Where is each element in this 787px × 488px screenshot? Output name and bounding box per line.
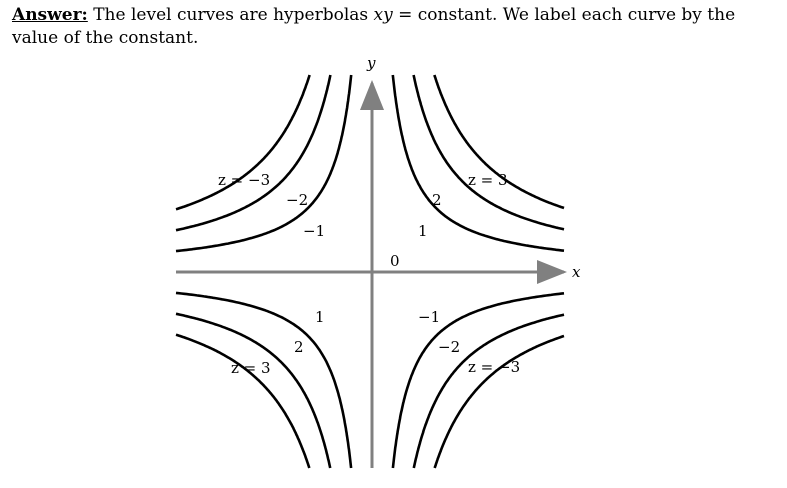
answer-paragraph: Answer: The level curves are hyperbolas … bbox=[12, 4, 777, 50]
y-axis-label: y bbox=[366, 54, 376, 72]
curve-label-top-left-neg3: z = −3 bbox=[218, 171, 270, 189]
curve-label-top-left-neg1: −1 bbox=[303, 222, 325, 240]
hyperbola-c3-left bbox=[175, 333, 311, 469]
hyperbola-c1-left bbox=[175, 291, 353, 469]
hyperbola-c-2-right bbox=[412, 313, 565, 469]
hyperbola-c3-right bbox=[433, 74, 565, 210]
answer-lead: Answer: bbox=[12, 5, 88, 25]
curve-label-bottom-right-neg3: z = −3 bbox=[468, 358, 520, 376]
curve-label-bottom-left-3: z = 3 bbox=[231, 359, 271, 377]
answer-text-before: The level curves are hyperbolas bbox=[87, 5, 374, 25]
curve-label-bottom-right-neg1: −1 bbox=[418, 308, 440, 326]
hyperbola-c-3-right bbox=[433, 334, 565, 469]
hyperbola-c2-left bbox=[175, 312, 332, 469]
curve-label-top-right-3: z = 3 bbox=[468, 171, 508, 189]
hyperbola-c-1-right bbox=[391, 292, 565, 469]
hyperbola-c-1-left bbox=[175, 74, 353, 253]
curve-label-bottom-right-neg2: −2 bbox=[438, 338, 460, 356]
curve-label-bottom-left-2: 2 bbox=[294, 338, 304, 356]
axes: x y bbox=[176, 54, 581, 468]
curve-label-bottom-left-1: 1 bbox=[315, 308, 325, 326]
hyperbola-c1-right bbox=[391, 74, 565, 252]
curve-label-origin-0: 0 bbox=[390, 252, 400, 270]
curve-group bbox=[175, 74, 565, 469]
hyperbola-c2-right bbox=[412, 74, 565, 231]
answer-math-xy: xy bbox=[373, 5, 393, 25]
x-axis-label: x bbox=[572, 263, 581, 281]
hyperbola-c-2-left bbox=[175, 74, 332, 232]
curve-label-top-right-1: 1 bbox=[418, 222, 428, 240]
hyperbola-c-3-left bbox=[175, 74, 311, 211]
answer-text-eq: = constant. We label each curve by the v… bbox=[12, 5, 736, 48]
curve-label-top-right-2: 2 bbox=[432, 191, 442, 209]
curve-label-top-left-neg2: −2 bbox=[286, 191, 308, 209]
